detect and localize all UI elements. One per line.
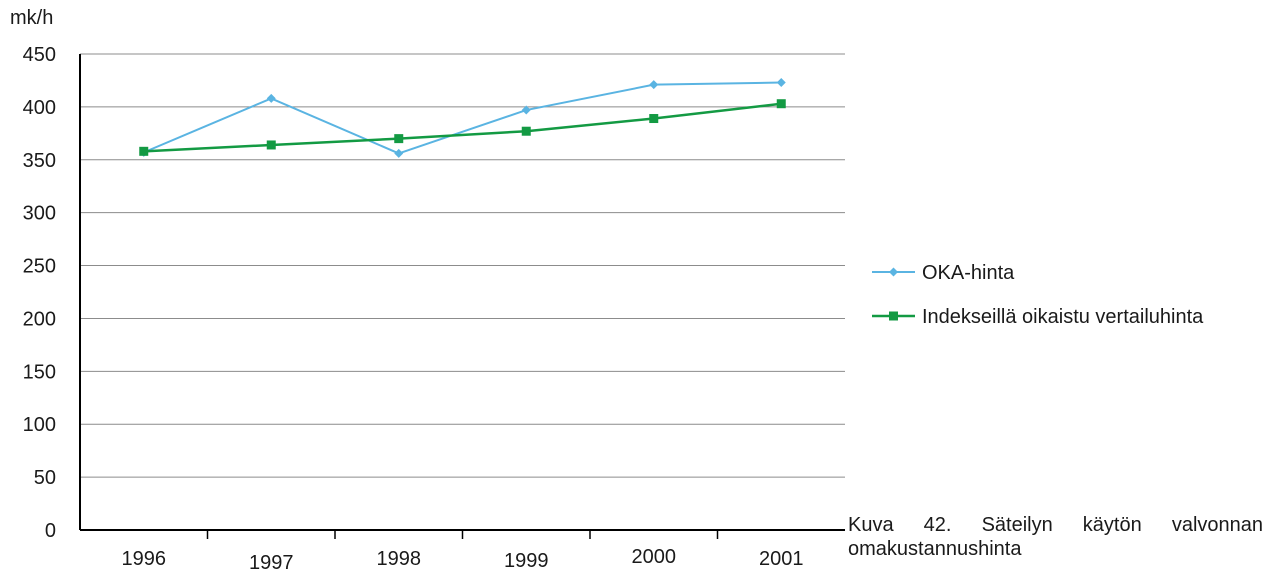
legend: OKA-hinta Indekseillä oikaistu vertailuhi…	[872, 262, 1204, 328]
x-tick-label-2001: 2001	[759, 548, 804, 570]
y-tick-label-300: 300	[23, 203, 56, 225]
point-0-4	[649, 80, 659, 90]
y-tick-label-100: 100	[23, 414, 56, 436]
legend-label-0: OKA-hinta	[922, 262, 1015, 284]
y-tick-label-450: 450	[23, 44, 56, 66]
point-0-2	[394, 148, 404, 158]
y-axis-label: mk/h	[10, 7, 53, 29]
point-1-0	[139, 146, 149, 156]
series-line-1	[143, 102, 782, 153]
point-1-1	[266, 140, 276, 150]
point-1-3	[521, 126, 531, 136]
axes	[79, 54, 845, 539]
y-tick-label-250: 250	[23, 256, 56, 278]
caption-line-1: Kuva 42. Säteilyn käytön valvonnan	[848, 514, 1263, 536]
point-1-5	[776, 99, 786, 109]
point-0-5	[776, 78, 786, 88]
x-tick-label-1996: 1996	[122, 548, 167, 570]
x-tick-label-1998: 1998	[377, 548, 422, 570]
caption-line-2: omakustannushinta	[848, 538, 1022, 560]
x-tick-label-1999: 1999	[504, 550, 549, 572]
y-tick-label-0: 0	[45, 520, 56, 542]
y-tick-label-150: 150	[23, 361, 56, 383]
y-tick-label-200: 200	[23, 308, 56, 330]
gridlines	[80, 53, 845, 478]
y-tick-label-50: 50	[34, 467, 56, 489]
y-tick-labels: 0 50 100 150 200 250 300 350 400 450	[23, 44, 56, 542]
point-1-2	[394, 134, 404, 144]
point-0-3	[521, 105, 531, 115]
legend-marker-1	[889, 311, 898, 321]
legend-label-1: Indekseillä oikaistu vertailuhinta	[922, 306, 1204, 328]
x-tick-label-1997: 1997	[249, 552, 294, 573]
legend-marker-0	[889, 267, 898, 277]
y-tick-label-400: 400	[23, 97, 56, 119]
x-tick-labels: 1996 1997 1998 1999 2000 2001	[122, 546, 804, 573]
figure-caption: Kuva 42. Säteilyn käytön valvonnan omaku…	[848, 513, 1263, 561]
x-tick-label-2000: 2000	[632, 546, 677, 568]
point-1-4	[649, 114, 659, 124]
point-0-1	[266, 93, 276, 103]
series-1	[139, 99, 786, 156]
series-line-0	[143, 81, 782, 155]
series-group	[139, 78, 786, 158]
y-tick-label-350: 350	[23, 150, 56, 172]
